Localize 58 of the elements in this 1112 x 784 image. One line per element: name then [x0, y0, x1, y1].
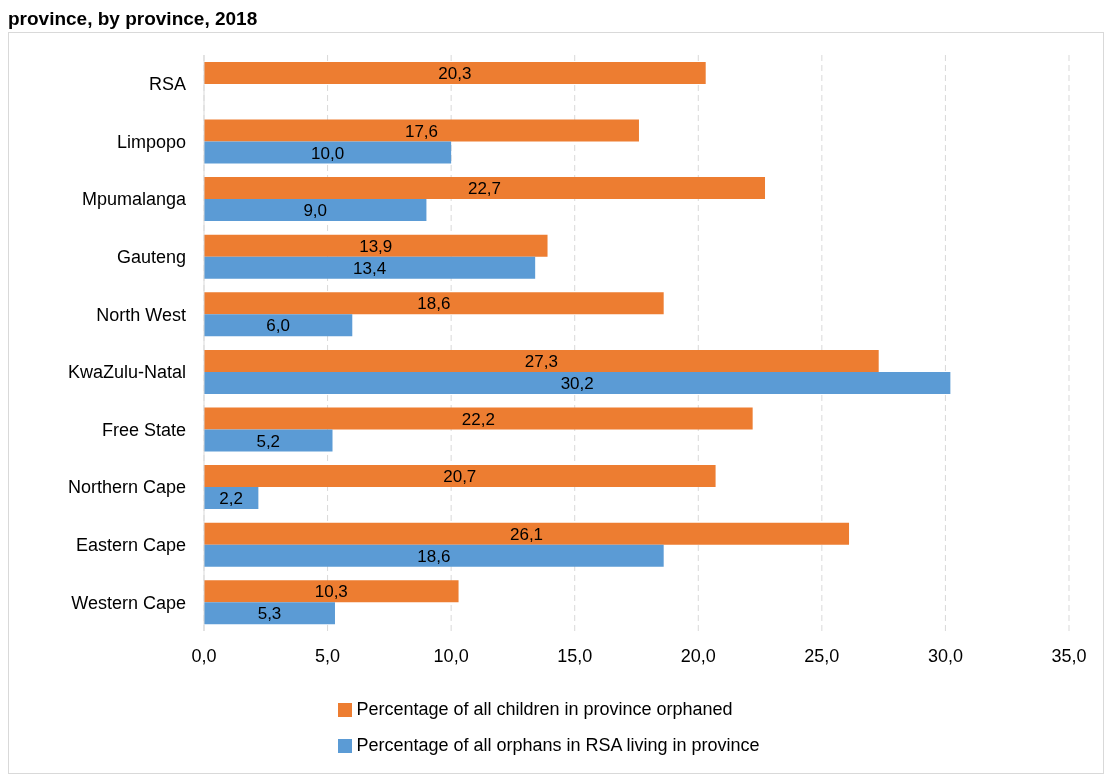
bar	[204, 371, 951, 394]
bar	[204, 177, 766, 200]
data-label: 26,1	[509, 524, 544, 544]
legend-label: Percentage of all children in province orphaned	[356, 699, 733, 719]
data-label: 30,2	[560, 373, 594, 393]
y-tick-label: Western Cape	[71, 592, 186, 613]
x-tick-label: 5,0	[315, 645, 341, 666]
data-label: 18,6	[417, 546, 451, 566]
data-label: 5,3	[257, 604, 282, 624]
y-tick-label: Free State	[101, 419, 186, 440]
x-tick-label: 0,0	[191, 645, 217, 666]
bar	[204, 199, 427, 222]
y-tick-label: KwaZulu-Natal	[67, 362, 186, 383]
data-label: 20,7	[443, 467, 477, 487]
y-tick-label: Limpopo	[116, 131, 186, 152]
chart-title: province, by province, 2018	[8, 8, 259, 30]
x-tick-label: 20,0	[680, 645, 716, 666]
data-label: 13,4	[353, 258, 387, 278]
bar	[204, 314, 353, 337]
y-tick-label: Mpumalanga	[81, 189, 187, 210]
bar	[204, 429, 333, 452]
data-label: 17,6	[404, 121, 439, 141]
y-tick-label: RSA	[148, 74, 186, 95]
bar	[204, 522, 850, 545]
bar	[204, 256, 536, 279]
bar	[204, 119, 639, 142]
x-tick-label: 30,0	[927, 645, 963, 666]
data-label: 13,9	[359, 236, 393, 256]
y-tick-label: North West	[96, 304, 186, 325]
x-tick-label: 25,0	[804, 645, 840, 666]
data-label: 22,7	[467, 179, 502, 199]
bar	[204, 544, 664, 567]
data-label: 22,2	[461, 409, 495, 429]
y-tick-label: Northern Cape	[67, 477, 186, 498]
bar	[204, 234, 548, 257]
data-label: 27,3	[524, 351, 558, 371]
x-tick-label: 10,0	[433, 645, 469, 666]
data-label: 9,0	[303, 201, 328, 221]
bar	[204, 141, 452, 164]
legend-label: Percentage of all orphans in RSA living in province	[356, 735, 760, 755]
bar	[204, 292, 664, 315]
data-label: 2,2	[219, 489, 244, 509]
data-label: 20,3	[438, 63, 472, 83]
data-label: 10,0	[311, 143, 345, 163]
bar	[204, 407, 753, 430]
data-label: 10,3	[314, 582, 348, 602]
bar	[204, 61, 706, 84]
y-tick-label: Gauteng	[116, 246, 186, 267]
x-tick-label: 35,0	[1051, 645, 1087, 666]
bar	[204, 465, 716, 488]
bar	[204, 580, 459, 603]
x-tick-label: 15,0	[557, 645, 593, 666]
y-tick-label: Eastern Cape	[75, 534, 186, 555]
bar	[204, 349, 879, 372]
bar	[204, 602, 335, 625]
data-label: 18,6	[417, 294, 451, 314]
data-label: 5,2	[256, 431, 281, 451]
data-label: 6,0	[266, 316, 290, 336]
